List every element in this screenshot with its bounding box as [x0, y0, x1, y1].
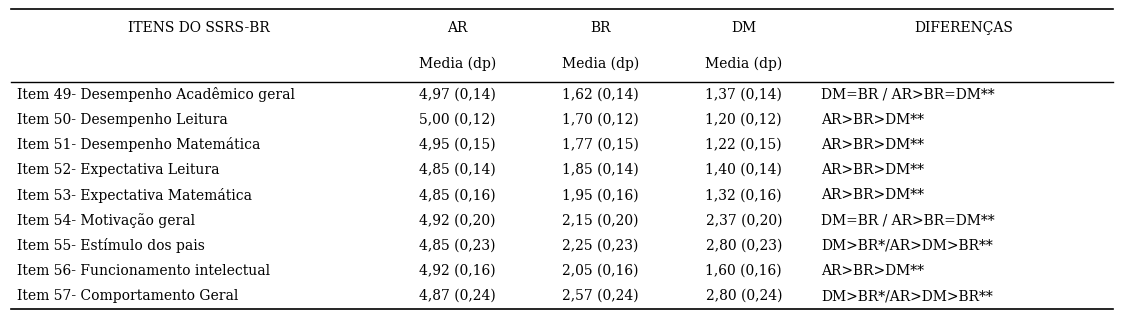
Text: 1,20 (0,12): 1,20 (0,12) [706, 113, 782, 127]
Text: 4,95 (0,15): 4,95 (0,15) [419, 138, 496, 152]
Text: 1,62 (0,14): 1,62 (0,14) [562, 88, 638, 101]
Text: 1,70 (0,12): 1,70 (0,12) [562, 113, 638, 127]
Text: 1,37 (0,14): 1,37 (0,14) [706, 88, 782, 101]
Text: AR>BR>DM**: AR>BR>DM** [821, 264, 924, 278]
Text: 2,37 (0,20): 2,37 (0,20) [706, 214, 782, 227]
Text: Item 55- Estímulo dos pais: Item 55- Estímulo dos pais [17, 238, 205, 253]
Text: DM>BR*/AR>DM>BR**: DM>BR*/AR>DM>BR** [821, 289, 992, 303]
Text: Item 49- Desempenho Acadêmico geral: Item 49- Desempenho Acadêmico geral [17, 87, 294, 102]
Text: 2,80 (0,24): 2,80 (0,24) [706, 289, 782, 303]
Text: Media (dp): Media (dp) [419, 57, 496, 71]
Text: AR>BR>DM**: AR>BR>DM** [821, 188, 924, 202]
Text: 1,85 (0,14): 1,85 (0,14) [562, 163, 638, 177]
Text: 1,95 (0,16): 1,95 (0,16) [562, 188, 638, 202]
Text: 1,77 (0,15): 1,77 (0,15) [562, 138, 638, 152]
Text: 4,87 (0,24): 4,87 (0,24) [419, 289, 496, 303]
Text: DM=BR / AR>BR=DM**: DM=BR / AR>BR=DM** [821, 214, 995, 227]
Text: 2,15 (0,20): 2,15 (0,20) [562, 214, 638, 227]
Text: DM>BR*/AR>DM>BR**: DM>BR*/AR>DM>BR** [821, 239, 992, 253]
Text: Item 53- Expectativa Matemática: Item 53- Expectativa Matemática [17, 188, 252, 203]
Text: 4,85 (0,23): 4,85 (0,23) [419, 239, 496, 253]
Text: 2,05 (0,16): 2,05 (0,16) [562, 264, 638, 278]
Text: 2,25 (0,23): 2,25 (0,23) [562, 239, 638, 253]
Text: 1,40 (0,14): 1,40 (0,14) [706, 163, 782, 177]
Text: 4,85 (0,16): 4,85 (0,16) [419, 188, 496, 202]
Text: 4,92 (0,20): 4,92 (0,20) [419, 214, 496, 227]
Text: DM=BR / AR>BR=DM**: DM=BR / AR>BR=DM** [821, 88, 995, 101]
Text: AR>BR>DM**: AR>BR>DM** [821, 163, 924, 177]
Text: 1,60 (0,16): 1,60 (0,16) [706, 264, 782, 278]
Text: Item 54- Motivação geral: Item 54- Motivação geral [17, 213, 194, 228]
Text: BR: BR [590, 20, 610, 35]
Text: Item 52- Expectativa Leitura: Item 52- Expectativa Leitura [17, 163, 219, 177]
Text: Item 56- Funcionamento intelectual: Item 56- Funcionamento intelectual [17, 264, 270, 278]
Text: 4,85 (0,14): 4,85 (0,14) [419, 163, 496, 177]
Text: 1,22 (0,15): 1,22 (0,15) [706, 138, 782, 152]
Text: 5,00 (0,12): 5,00 (0,12) [419, 113, 496, 127]
Text: DIFERENÇAS: DIFERENÇAS [915, 20, 1014, 35]
Text: 1,32 (0,16): 1,32 (0,16) [706, 188, 782, 202]
Text: Item 51- Desempenho Matemática: Item 51- Desempenho Matemática [17, 137, 260, 152]
Text: ITENS DO SSRS-BR: ITENS DO SSRS-BR [128, 20, 270, 35]
Text: AR>BR>DM**: AR>BR>DM** [821, 138, 924, 152]
Text: Item 57- Comportamento Geral: Item 57- Comportamento Geral [17, 289, 238, 303]
Text: Media (dp): Media (dp) [562, 57, 640, 71]
Text: DM: DM [732, 20, 756, 35]
Text: 2,57 (0,24): 2,57 (0,24) [562, 289, 638, 303]
Text: Media (dp): Media (dp) [705, 57, 782, 71]
Text: Item 50- Desempenho Leitura: Item 50- Desempenho Leitura [17, 113, 227, 127]
Text: 4,92 (0,16): 4,92 (0,16) [419, 264, 496, 278]
Text: AR>BR>DM**: AR>BR>DM** [821, 113, 924, 127]
Text: 2,80 (0,23): 2,80 (0,23) [706, 239, 782, 253]
Text: AR: AR [447, 20, 468, 35]
Text: 4,97 (0,14): 4,97 (0,14) [419, 88, 496, 101]
